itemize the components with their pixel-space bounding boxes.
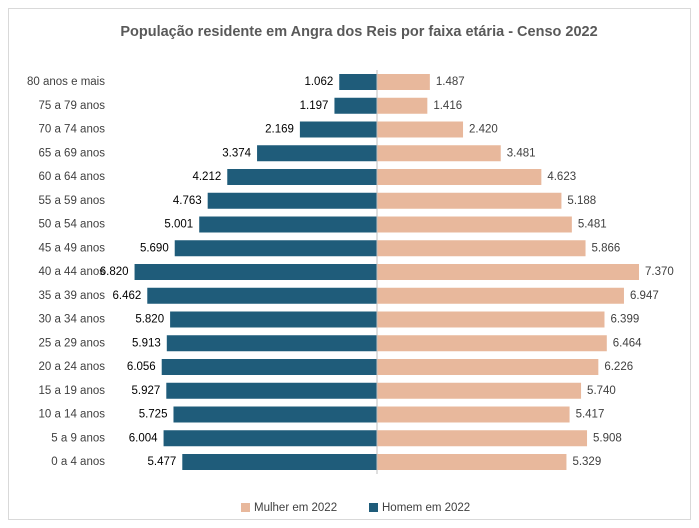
category-label: 60 a 64 anos: [38, 171, 105, 183]
category-label: 75 a 79 anos: [38, 100, 105, 112]
value-label: 6.947: [630, 290, 659, 302]
bar-homem: [339, 74, 377, 90]
value-label: 6.820: [100, 266, 129, 278]
bar-mulher: [377, 311, 605, 328]
value-label: 5.866: [592, 242, 621, 254]
legend-swatch: [241, 503, 250, 512]
bar-mulher: [377, 335, 607, 352]
bar-mulher: [377, 192, 562, 209]
legend-swatch: [369, 503, 378, 512]
value-label: 5.740: [587, 385, 616, 397]
value-label: 4.623: [547, 171, 576, 183]
bar-mulher: [377, 359, 599, 375]
value-label: 2.420: [469, 124, 498, 136]
bar-homem: [182, 454, 377, 470]
bar-homem: [207, 192, 377, 209]
legend-label: Homem em 2022: [382, 502, 470, 514]
bar-homem: [227, 169, 377, 185]
bar-homem: [299, 121, 377, 138]
bar-homem: [170, 311, 377, 328]
bar-mulher: [377, 121, 464, 138]
bar-mulher: [377, 406, 570, 423]
value-label: 4.212: [192, 171, 221, 183]
bar-mulher: [377, 287, 624, 304]
category-label: 80 anos e mais: [27, 76, 105, 88]
bar-homem: [173, 406, 377, 423]
category-label: 70 a 74 anos: [38, 124, 105, 136]
value-label: 5.481: [578, 219, 607, 231]
bar-mulher: [377, 74, 430, 90]
value-label: 6.226: [604, 361, 633, 373]
value-label: 5.913: [132, 337, 161, 349]
category-label: 40 a 44 anos: [38, 266, 105, 278]
value-label: 6.056: [127, 361, 156, 373]
value-label: 5.820: [135, 314, 164, 326]
value-label: 5.477: [148, 456, 177, 468]
bar-mulher: [377, 240, 586, 257]
bar-homem: [134, 264, 377, 280]
value-label: 5.417: [576, 409, 605, 421]
category-label: 5 a 9 anos: [51, 432, 105, 444]
value-label: 6.399: [610, 314, 639, 326]
chart-title: População residente em Angra dos Reis po…: [120, 24, 597, 40]
category-label: 20 a 24 anos: [38, 361, 105, 373]
value-label: 6.464: [613, 337, 642, 349]
value-label: 5.329: [572, 456, 601, 468]
category-label: 55 a 59 anos: [38, 195, 105, 207]
category-label: 35 a 39 anos: [38, 290, 105, 302]
bar-homem: [166, 335, 377, 352]
category-label: 30 a 34 anos: [38, 314, 105, 326]
category-label: 65 a 69 anos: [38, 147, 105, 159]
value-label: 1.416: [433, 100, 462, 112]
bar-mulher: [377, 264, 639, 280]
bar-mulher: [377, 216, 572, 233]
bar-homem: [161, 359, 377, 375]
value-label: 4.763: [173, 195, 202, 207]
bar-mulher: [377, 454, 567, 470]
value-label: 3.374: [222, 147, 251, 159]
bar-mulher: [377, 382, 582, 399]
bar-homem: [257, 145, 377, 162]
category-label: 10 a 14 anos: [38, 409, 105, 421]
value-label: 1.487: [436, 76, 465, 88]
value-label: 6.462: [112, 290, 141, 302]
value-label: 5.001: [164, 219, 193, 231]
value-label: 5.927: [132, 385, 161, 397]
bar-homem: [163, 430, 377, 447]
category-label: 15 a 19 anos: [38, 385, 105, 397]
value-label: 5.725: [139, 409, 168, 421]
value-label: 1.062: [304, 76, 333, 88]
bar-homem: [199, 216, 377, 233]
category-label: 25 a 29 anos: [38, 337, 105, 349]
legend-label: Mulher em 2022: [254, 502, 337, 514]
bar-mulher: [377, 145, 501, 162]
value-label: 2.169: [265, 124, 294, 136]
category-label: 0 a 4 anos: [51, 456, 105, 468]
bar-mulher: [377, 430, 588, 447]
bar-mulher: [377, 169, 542, 185]
bar-mulher: [377, 97, 428, 114]
value-label: 5.690: [140, 242, 169, 254]
bar-homem: [166, 382, 377, 399]
value-label: 1.197: [300, 100, 329, 112]
value-label: 3.481: [507, 147, 536, 159]
value-label: 7.370: [645, 266, 674, 278]
category-label: 45 a 49 anos: [38, 242, 105, 254]
bar-homem: [147, 287, 377, 304]
bar-homem: [334, 97, 377, 114]
category-label: 50 a 54 anos: [38, 219, 105, 231]
bar-homem: [174, 240, 377, 257]
value-label: 5.188: [567, 195, 596, 207]
value-label: 6.004: [129, 432, 158, 444]
value-label: 5.908: [593, 432, 622, 444]
